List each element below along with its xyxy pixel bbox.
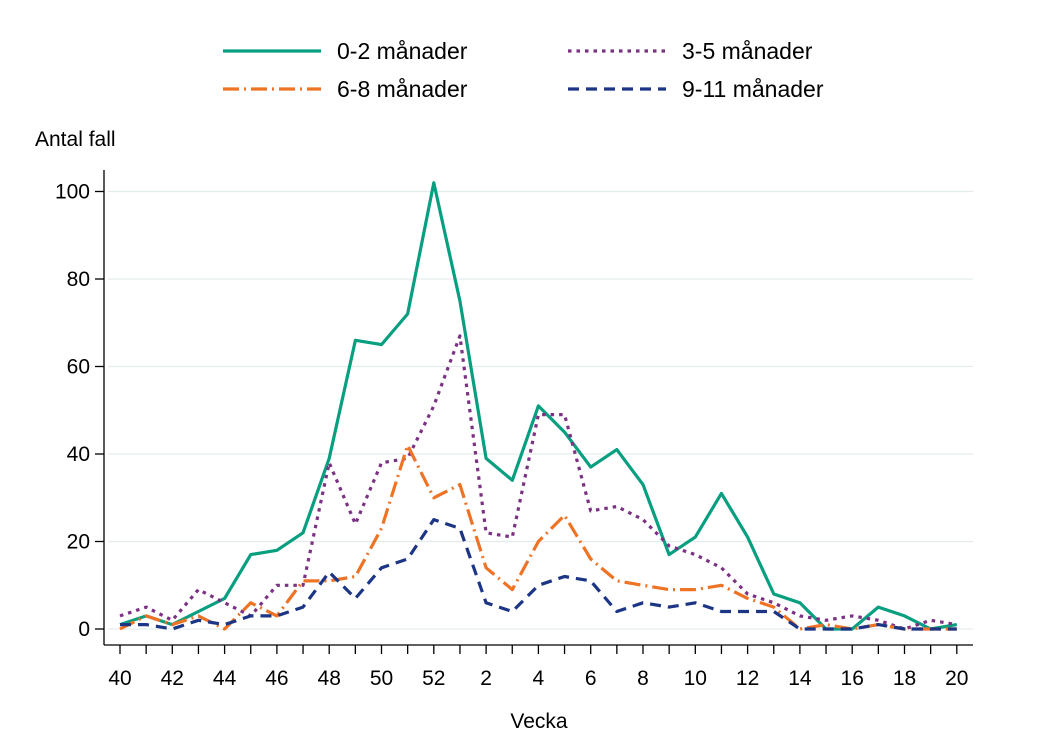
legend-label-3: 6-8 månader	[337, 76, 468, 102]
y-tick-label: 100	[55, 181, 90, 204]
y-axis: 0 20 40 60 80 100	[55, 170, 105, 645]
plot-series	[119, 181, 958, 631]
legend: 0-2 månader 3-5 månader 6-8 månader 9-11 må…	[223, 38, 824, 102]
series-line-3	[119, 443, 957, 631]
x-tick-label: 8	[637, 667, 649, 690]
y-tick-label: 80	[67, 268, 90, 291]
x-tick-label: 48	[318, 667, 341, 690]
x-tick-label: 44	[213, 667, 237, 690]
y-axis-title: Antal fall	[35, 128, 116, 151]
series-line-2	[119, 334, 958, 631]
x-tick-label: 18	[893, 667, 916, 690]
x-tick-label: 12	[736, 667, 759, 690]
legend-label-1: 0-2 månader	[337, 38, 468, 64]
y-tick-label: 0	[78, 618, 90, 641]
y-tick-label: 40	[67, 443, 90, 466]
x-tick-label: 6	[585, 667, 597, 690]
y-tick-label: 20	[67, 531, 90, 554]
series-line-1	[119, 181, 958, 631]
legend-label-4: 9-11 månader	[682, 76, 824, 102]
x-tick-label: 52	[422, 667, 445, 690]
x-axis: 40 42 44 46 48 50 52 2 4 6 8 10 12 14 16 18 20	[104, 644, 973, 690]
series-line-4	[120, 517, 957, 631]
legend-label-2: 3-5 månader	[682, 38, 813, 64]
x-tick-label: 10	[684, 667, 707, 690]
x-tick-label: 50	[370, 667, 393, 690]
x-tick-label: 40	[108, 667, 131, 690]
x-tick-label: 20	[945, 667, 968, 690]
x-axis-title: Vecka	[510, 710, 568, 733]
x-tick-label: 16	[841, 667, 864, 690]
x-tick-label: 2	[480, 667, 492, 690]
x-tick-label: 14	[788, 667, 812, 690]
x-tick-label: 4	[533, 667, 545, 690]
x-tick-label: 42	[161, 667, 184, 690]
y-tick-label: 60	[67, 356, 90, 379]
x-tick-label: 46	[265, 667, 288, 690]
